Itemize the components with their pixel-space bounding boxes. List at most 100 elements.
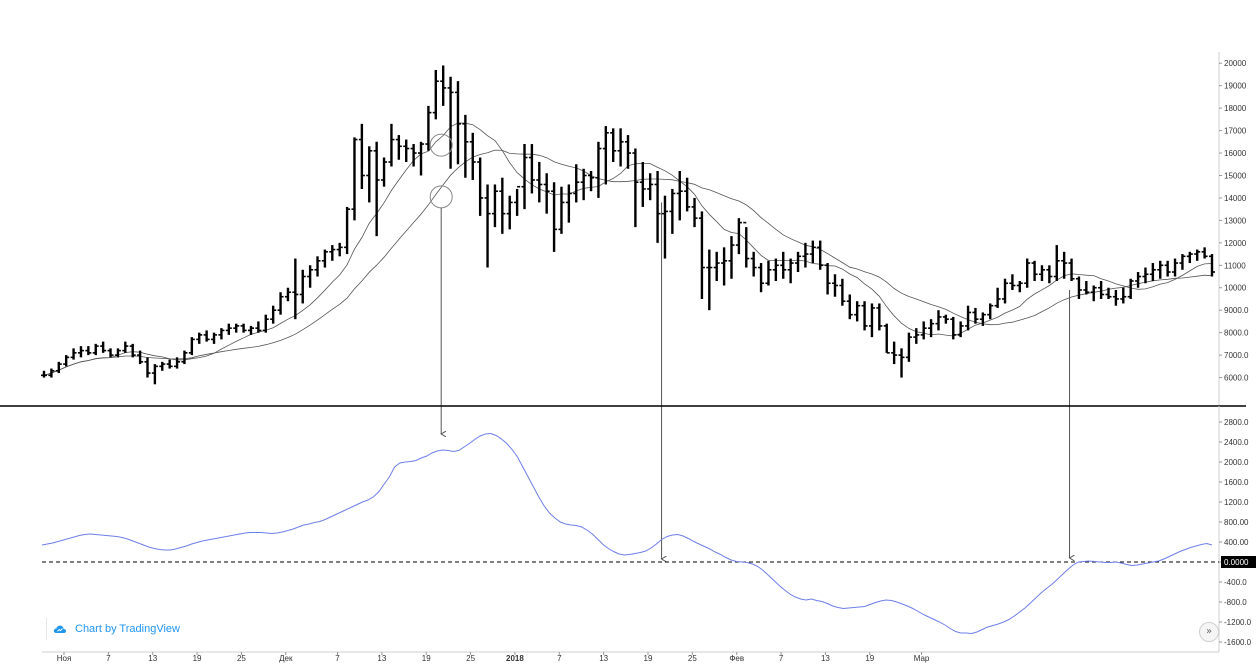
ohlc-bar	[314, 256, 321, 277]
ohlc-bar	[787, 258, 794, 284]
ohlc-bar	[676, 170, 683, 221]
ohlc-bar	[1179, 254, 1186, 270]
ohlc-bar	[166, 359, 173, 369]
ohlc-bar	[698, 211, 705, 299]
ohlc-bar	[1112, 289, 1119, 306]
ohlc-bar	[233, 323, 240, 333]
ohlc-bar	[551, 182, 558, 252]
oscillator-tick-label: -1200.0	[1224, 618, 1252, 627]
ohlc-bar	[454, 81, 461, 165]
ohlc-bar	[1194, 249, 1201, 261]
ohlc-bar	[203, 330, 210, 342]
ohlc-bar	[750, 251, 757, 277]
ohlc-bar	[669, 188, 676, 234]
price-y-axis: 20000 19000 18000 17000 16000 15000 14000 13000…	[1218, 52, 1249, 405]
ohlc-bar	[70, 348, 77, 360]
ohlc-bar	[654, 170, 661, 243]
x-tick-label: Фев	[729, 654, 744, 663]
ohlc-bar	[410, 144, 417, 167]
ohlc-bar	[1209, 254, 1215, 277]
ohlc-bar	[255, 321, 262, 333]
ohlc-bar	[617, 128, 624, 167]
price-tick-label: 7000.0	[1224, 351, 1249, 360]
ohlc-bar	[381, 157, 388, 187]
ohlc-bar	[307, 265, 314, 288]
price-tick-label: 11000	[1224, 261, 1246, 270]
ohlc-bar	[211, 332, 218, 344]
oscillator-tick-label: 1200.0	[1224, 498, 1249, 507]
ohlc-bar	[491, 184, 498, 228]
ohlc-bar	[965, 305, 972, 331]
ohlc-bar	[1038, 265, 1045, 282]
ohlc-bar	[321, 249, 328, 268]
ohlc-bar	[1172, 258, 1179, 277]
ohlc-bar	[772, 258, 779, 282]
price-tick-label: 20000	[1224, 59, 1247, 68]
ohlc-bar	[462, 114, 469, 178]
ohlc-bar	[972, 307, 979, 324]
moving-average-slow	[43, 149, 1213, 376]
oscillator-tick-label: 2000.0	[1224, 458, 1249, 467]
ohlc-bar	[868, 303, 875, 338]
ohlc-bar	[299, 269, 306, 304]
ohlc-bar	[891, 341, 898, 365]
ohlc-bar	[987, 303, 994, 320]
ohlc-bar	[942, 314, 949, 324]
ohlc-bar	[920, 321, 927, 340]
ohlc-bar	[440, 65, 447, 106]
oscillator-tick-label: -800.0	[1224, 598, 1247, 607]
oscillator-y-axis: 2800.0 2400.0 2000.0 1600.0 1200.0 800.00 400.…	[42, 406, 1256, 652]
ohlc-bar	[905, 332, 912, 362]
ohlc-bar	[1142, 267, 1149, 284]
ohlc-bar	[765, 260, 772, 286]
crossover-circle-lower	[429, 185, 453, 209]
ohlc-bar	[824, 263, 831, 295]
ohlc-bar	[758, 263, 765, 293]
ohlc-bar	[432, 69, 439, 120]
ohlc-bar	[1186, 251, 1193, 264]
ohlc-bar	[151, 364, 158, 385]
price-tick-label: 9000.0	[1224, 306, 1249, 315]
x-tick-label: 19	[644, 654, 653, 663]
ohlc-bar	[114, 348, 121, 358]
ohlc-bar	[388, 123, 395, 167]
ohlc-bar	[1016, 281, 1023, 293]
ohlc-bar	[329, 245, 336, 261]
ohlc-bar	[706, 249, 713, 311]
x-tick-label: 7	[779, 654, 784, 663]
oscillator-tick-label: -400.0	[1224, 578, 1247, 587]
tradingview-cloud-icon	[53, 622, 67, 636]
ohlc-bar	[728, 236, 735, 279]
ohlc-bar	[366, 146, 373, 203]
ohlc-bar	[780, 251, 787, 279]
ohlc-bar	[63, 355, 70, 367]
ohlc-bar	[188, 337, 195, 356]
ohlc-bar	[1157, 260, 1164, 279]
ohlc-bar	[580, 168, 587, 201]
price-tick-label: 17000	[1224, 127, 1247, 136]
ohlc-bar	[270, 305, 277, 324]
ohlc-bar	[403, 139, 410, 163]
ohlc-bar	[484, 184, 491, 268]
ohlc-bar	[588, 170, 595, 192]
ohlc-bar	[994, 287, 1001, 308]
ohlc-bar	[1090, 285, 1097, 302]
time-x-axis: Ноя 7 13 19 25 Дек 7 13 19 25 2018 7 13 19 25 Фев 7 13 19 М…	[42, 651, 1219, 663]
ohlc-bar	[610, 128, 617, 163]
ohlc-bar	[469, 132, 476, 180]
tradingview-watermark[interactable]: Chart by TradingView	[46, 618, 180, 640]
x-tick-label: 13	[148, 654, 157, 663]
ohlc-bar	[447, 76, 454, 169]
ohlc-bar	[661, 195, 668, 259]
ohlc-bar	[1075, 276, 1082, 299]
oscillator-tick-label: 2800.0	[1224, 418, 1249, 427]
scroll-to-realtime-button[interactable]: »	[1199, 622, 1219, 642]
ohlc-bar	[247, 325, 254, 335]
x-tick-label: 7	[106, 654, 111, 663]
x-tick-label: 7	[557, 654, 562, 663]
price-tick-label: 6000.0	[1224, 374, 1249, 383]
price-tick-label: 8000.0	[1224, 329, 1249, 338]
ohlc-bar	[107, 348, 114, 358]
ohlc-bar	[1031, 260, 1038, 282]
